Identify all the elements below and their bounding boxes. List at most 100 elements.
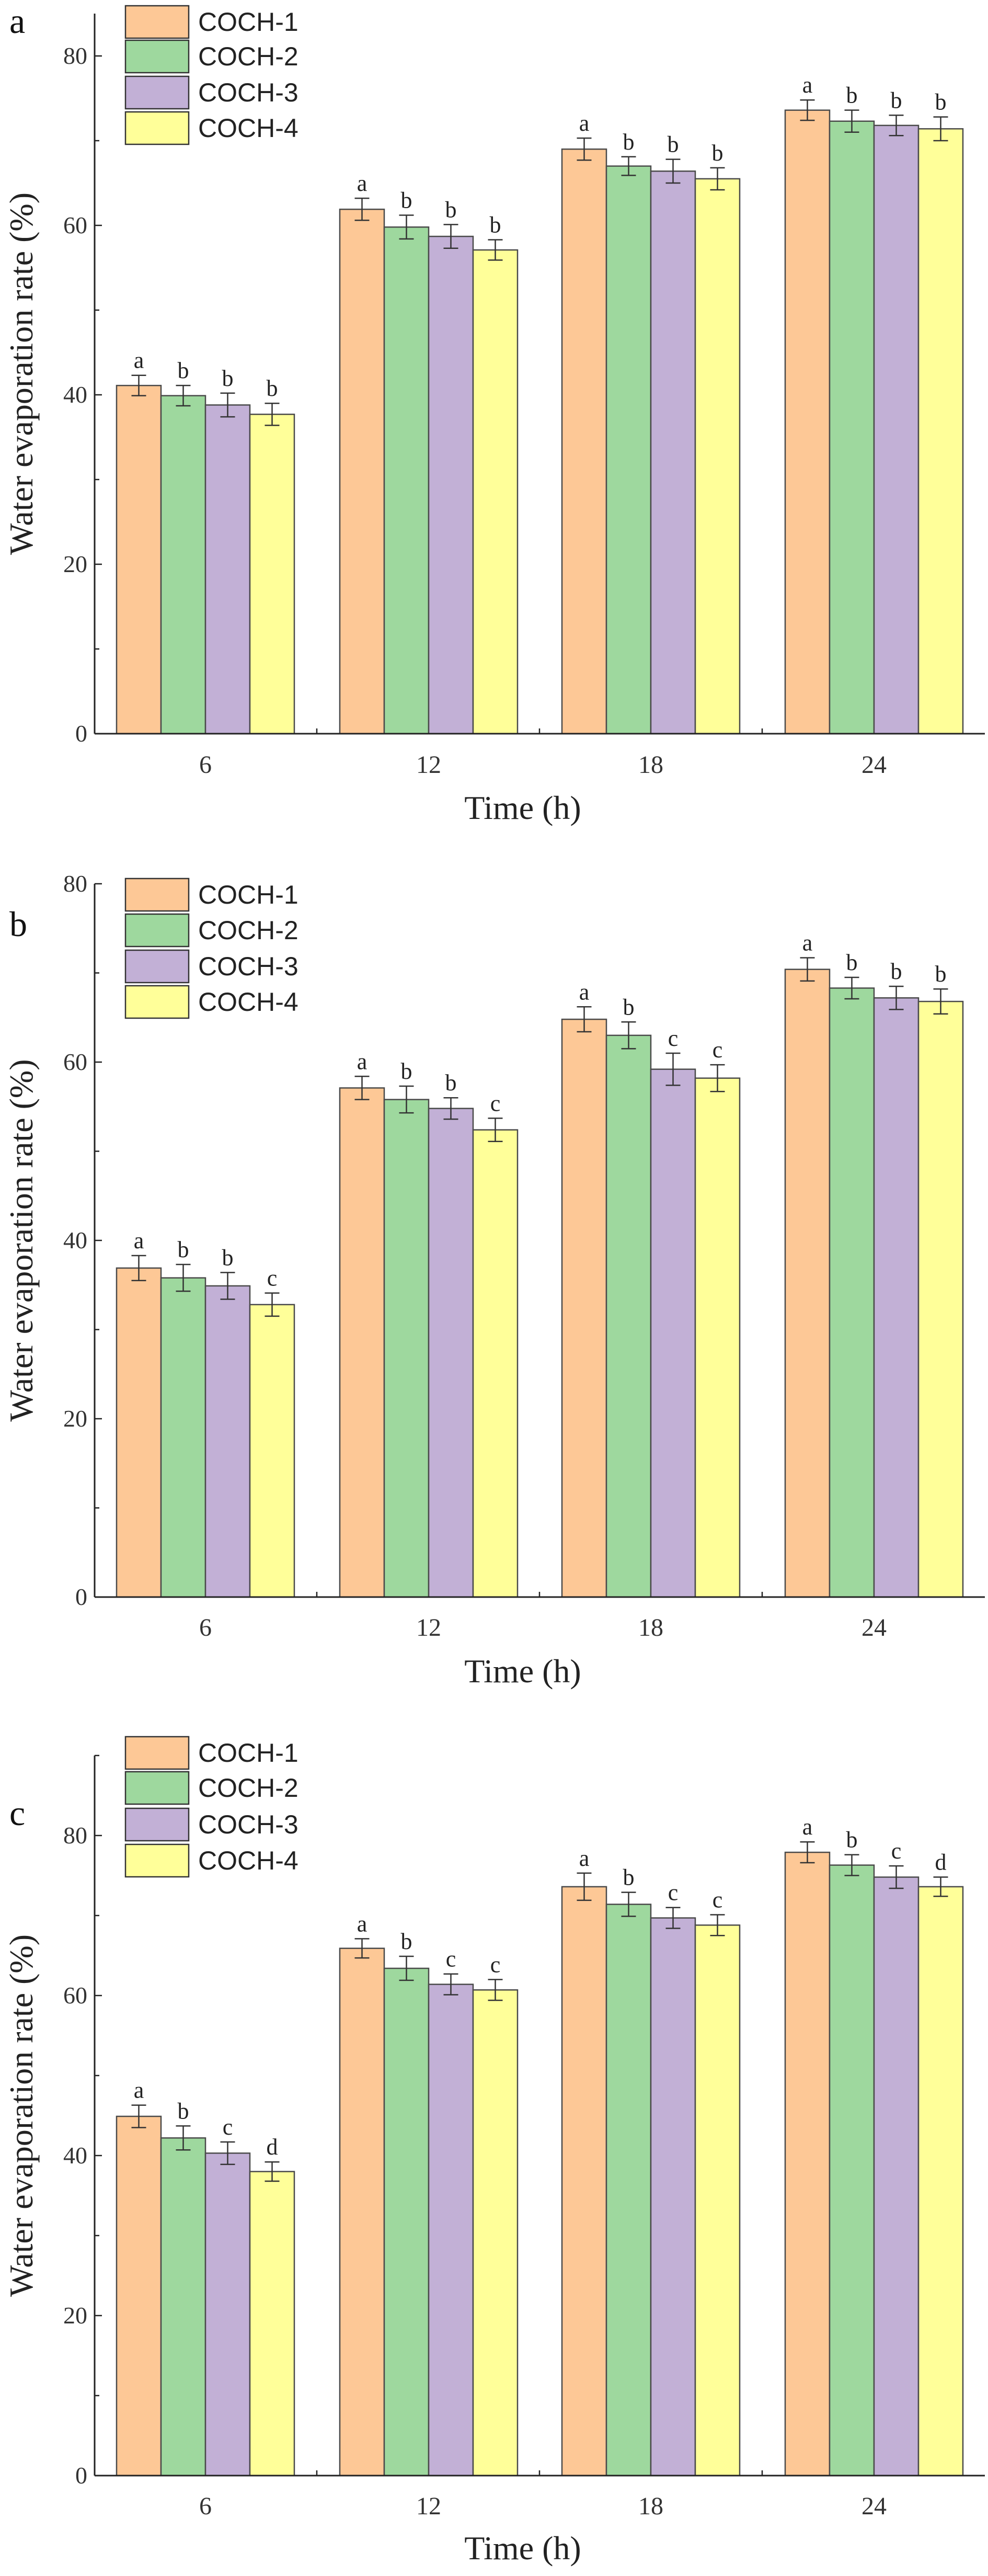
significance-letter: b [846, 83, 858, 108]
significance-letter: b [401, 1058, 412, 1084]
bar [873, 124, 920, 735]
legend-swatch [124, 1807, 190, 1842]
x-tick-label: 24 [861, 2492, 887, 2520]
significance-letter: a [134, 2078, 144, 2103]
chart-a: a a a a b b b b b b b b b b b b 0 20 40 60 80 6 12 18 24 Water ev… [3, 1, 985, 826]
x-axis-title: Time (h) [464, 789, 581, 826]
bar [829, 120, 875, 735]
significance-letter: a [802, 72, 813, 98]
chart-panel-b: a a a a b b b b b b c b c c c b 0 20 40 60 80 6 12 18 24 Water ev… [0, 858, 988, 1715]
legend-swatch [124, 985, 190, 1019]
bar [561, 148, 607, 735]
bar [472, 1129, 519, 1598]
bar [917, 128, 964, 735]
significance-letter: b [222, 366, 234, 391]
legend-swatch [124, 877, 190, 912]
panel-label: c [9, 1793, 25, 1833]
bar [561, 1018, 607, 1598]
y-tick-label: 60 [63, 1048, 87, 1075]
legend-swatch [124, 949, 190, 984]
significance-letter: c [668, 1880, 679, 1906]
legend-label: COCH-1 [198, 1738, 298, 1768]
y-tick-label: 20 [63, 551, 87, 577]
significance-letter: c [713, 1037, 723, 1063]
x-tick-label: 24 [861, 1614, 887, 1642]
legend-swatch [124, 1771, 190, 1805]
y-tick-label: 80 [63, 42, 87, 69]
bar [561, 1886, 607, 2477]
bar [694, 1924, 741, 2477]
x-tick-label: 12 [416, 751, 441, 779]
series-coch-4: d c c d [249, 1850, 964, 2477]
significance-letter: b [623, 129, 635, 155]
significance-letter: b [178, 358, 189, 383]
significance-letter: c [490, 1952, 501, 1977]
legend-label: COCH-2 [198, 1773, 298, 1803]
significance-letter: c [490, 1090, 501, 1116]
y-tick-label: 80 [63, 1822, 87, 1849]
bar [605, 1903, 652, 2477]
bar [249, 2171, 295, 2477]
significance-letter: b [445, 197, 457, 222]
bar [428, 235, 474, 735]
bar [160, 395, 206, 735]
chart-panel-c: a a a a b b b b c c c c d c c d 0 20 40 60 80 6 12 18 24 Water ev… [0, 1715, 988, 2576]
bar [339, 1087, 385, 1598]
bar [339, 1947, 385, 2477]
x-axis-title: Time (h) [464, 1652, 581, 1690]
legend-label: COCH-2 [198, 42, 298, 71]
y-tick-label: 0 [75, 2462, 87, 2489]
series-coch-3: c c c c [204, 1838, 920, 2477]
bar [204, 1285, 251, 1598]
significance-letter: b [401, 188, 412, 213]
bar [650, 1917, 696, 2477]
significance-letter: c [891, 1838, 902, 1864]
bar [116, 1267, 162, 1598]
legend: COCH-1 COCH-2 COCH-3 COCH-4 [124, 1736, 298, 1878]
bar [784, 1851, 831, 2477]
y-tick-label: 60 [63, 1982, 87, 2009]
chart-c: a a a a b b b b c c c c d c c d 0 20 40 60 80 6 12 18 24 Water ev… [3, 1736, 985, 2567]
significance-letter: b [401, 1929, 412, 1954]
significance-letter: c [267, 1266, 278, 1291]
significance-letter: b [445, 1070, 457, 1096]
bar [249, 1304, 295, 1598]
legend-label: COCH-4 [198, 1846, 298, 1875]
significance-letter: c [446, 1946, 456, 1972]
legend-swatch [124, 1736, 190, 1770]
y-axis-title: Water evaporation rate (%) [3, 192, 40, 555]
bar [160, 1277, 206, 1598]
significance-letter: b [490, 212, 501, 238]
legend-swatch [124, 1843, 190, 1878]
bar [339, 208, 385, 735]
y-axis-title: Water evaporation rate (%) [3, 1059, 40, 1421]
bar [873, 1876, 920, 2477]
legend-swatch [124, 5, 190, 39]
chart-b: a a a a b b b b b b c b c c c b 0 20 40 60 80 6 12 18 24 Water ev… [3, 870, 985, 1690]
bar [428, 1108, 474, 1598]
series-coch-3: b b c b [204, 959, 920, 1598]
significance-letter: a [357, 170, 367, 196]
x-tick-label: 18 [638, 751, 663, 779]
chart-panel-a: a a a a b b b b b b b b b b b b 0 20 40 60 80 6 12 18 24 Water ev… [0, 0, 988, 858]
y-axis-title: Water evaporation rate (%) [3, 1934, 40, 2297]
y-tick-label: 0 [75, 720, 87, 747]
significance-letter: a [579, 110, 590, 136]
bar [116, 2115, 162, 2477]
bar [829, 1864, 875, 2477]
bar [605, 1034, 652, 1598]
significance-letter: b [178, 1237, 189, 1262]
significance-letter: a [357, 1911, 367, 1936]
legend-label: COCH-3 [198, 952, 298, 981]
significance-letter: b [623, 1865, 635, 1890]
legend-label: COCH-3 [198, 78, 298, 107]
series-coch-4: c c c b [249, 961, 964, 1598]
x-tick-label: 18 [638, 2492, 663, 2520]
significance-letter: a [357, 1048, 367, 1074]
legend-label: COCH-4 [198, 987, 298, 1017]
x-tick-label: 12 [416, 1614, 441, 1642]
y-tick-label: 80 [63, 870, 87, 897]
bar [472, 1989, 519, 2477]
panel-label: b [9, 904, 27, 944]
y-tick-label: 40 [63, 381, 87, 408]
